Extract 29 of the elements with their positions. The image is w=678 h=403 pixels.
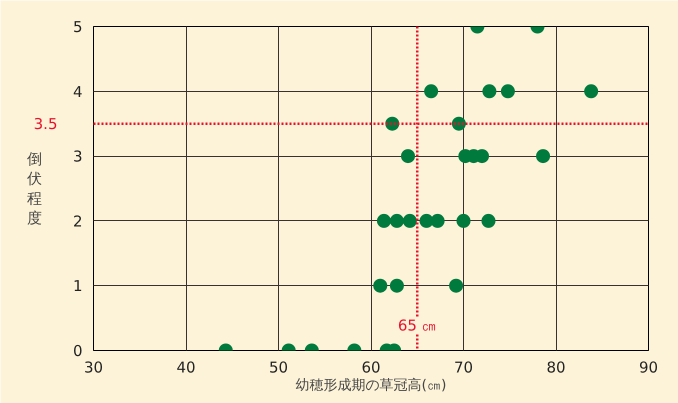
point: [500, 84, 515, 98]
x-tick-label: 30: [84, 358, 104, 376]
x-tick-label: 40: [176, 358, 196, 376]
x-tick-label: 50: [268, 358, 288, 376]
point: [430, 214, 445, 228]
y-tick-label: 3: [72, 148, 83, 166]
x-tick-label: 70: [454, 358, 474, 376]
y-tick-label: 2: [72, 212, 83, 230]
y-axis-title: 倒伏程度: [26, 150, 42, 228]
point: [402, 214, 417, 228]
x-tick-label: 90: [638, 358, 658, 376]
point: [584, 84, 598, 98]
point: [456, 214, 470, 228]
x-tick-label: 60: [361, 358, 381, 376]
y-tick-label: 0: [72, 342, 83, 360]
y-tick-label: 4: [72, 82, 83, 101]
point: [482, 84, 496, 98]
ref-line-label: 65 ㎝: [398, 316, 437, 334]
ref-line-label: 3.5: [34, 115, 58, 134]
x-tick-label: 80: [546, 358, 566, 376]
x-axis-title: 幼穂形成期の草冠高(㎝): [296, 378, 446, 394]
point: [376, 214, 391, 228]
point: [536, 149, 550, 164]
y-tick-label: 1: [72, 277, 83, 296]
point: [390, 214, 404, 228]
y-tick-label: 5: [72, 18, 83, 36]
point: [424, 84, 438, 98]
point: [401, 149, 415, 164]
point: [481, 214, 496, 228]
